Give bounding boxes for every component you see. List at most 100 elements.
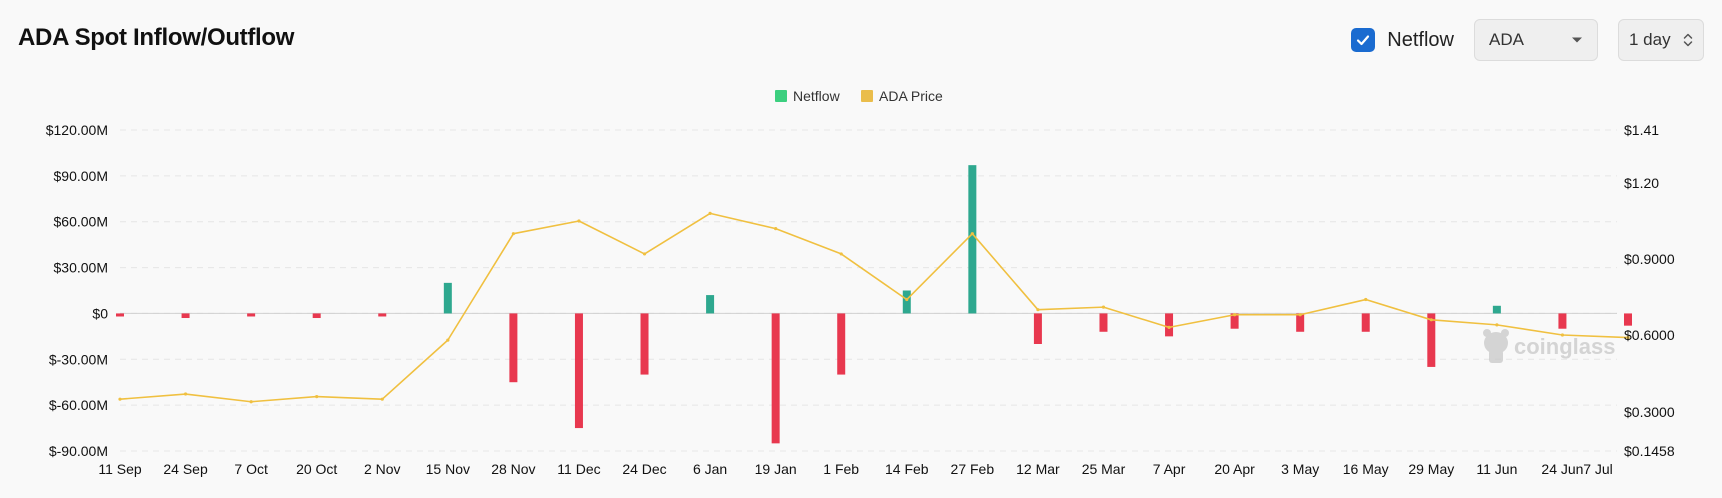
netflow-bar[interactable] — [378, 313, 387, 317]
left-axis-tick-label: $-30.00M — [49, 351, 108, 367]
x-axis-tick-label: 20 Oct — [296, 461, 337, 477]
netflow-toggle[interactable]: Netflow — [1351, 28, 1454, 52]
x-axis-tick-label: 15 Nov — [426, 461, 470, 477]
x-axis-tick-label: 24 Sep — [163, 461, 208, 477]
ada-price-point[interactable] — [511, 232, 515, 236]
netflow-bar[interactable] — [1296, 313, 1305, 332]
x-axis-tick-label: 14 Feb — [885, 461, 929, 477]
right-axis-tick-label: $0.3000 — [1624, 404, 1675, 420]
ada-price-point[interactable] — [249, 400, 253, 404]
netflow-bar[interactable] — [706, 295, 715, 314]
x-axis-tick-label: 27 Feb — [951, 461, 995, 477]
x-axis-tick-label: 19 Jan — [755, 461, 797, 477]
ada-price-point[interactable] — [577, 219, 581, 223]
chart-controls: Netflow ADA 1 day — [1351, 18, 1704, 62]
right-axis-tick-label: $1.41 — [1624, 122, 1659, 138]
left-axis-tick-label: $120.00M — [46, 122, 108, 138]
ada-price-point[interactable] — [1036, 308, 1040, 312]
ada-price-point[interactable] — [380, 397, 384, 401]
x-axis-tick-label: 12 Mar — [1016, 461, 1060, 477]
netflow-bar[interactable] — [312, 313, 321, 319]
ada-price-point[interactable] — [1233, 313, 1237, 317]
netflow-bar[interactable] — [443, 282, 452, 314]
ada-price-point[interactable] — [1364, 297, 1368, 302]
netflow-bar[interactable] — [116, 313, 124, 317]
netflow-bar[interactable] — [181, 313, 190, 319]
netflow-bar[interactable] — [1165, 313, 1174, 337]
x-axis-tick-label: 20 Apr — [1214, 461, 1255, 477]
netflow-bar[interactable] — [1427, 313, 1436, 367]
x-axis-tick-label: 11 Dec — [557, 461, 600, 477]
netflow-bar[interactable] — [1361, 313, 1370, 332]
ada-price-point[interactable] — [315, 395, 319, 399]
chart-legend: Netflow ADA Price — [775, 88, 943, 104]
ada-price-point[interactable] — [1560, 333, 1565, 337]
ada-price-point[interactable] — [183, 392, 188, 396]
left-axis-tick-label: $60.00M — [54, 214, 108, 230]
left-axis-tick-label: $-60.00M — [49, 397, 108, 413]
ada-price-point[interactable] — [1298, 313, 1302, 317]
legend-netflow-label[interactable]: Netflow — [793, 88, 841, 104]
netflow-bar[interactable] — [1099, 313, 1108, 332]
ada-price-point[interactable] — [1429, 318, 1433, 322]
ada-price-point[interactable] — [1495, 323, 1499, 327]
ada-price-point[interactable] — [970, 232, 974, 236]
ada-price-point[interactable] — [774, 227, 778, 231]
ada-price-point[interactable] — [1101, 305, 1106, 309]
ada-price-line[interactable] — [119, 212, 1629, 403]
right-y-axis: $1.41 $1.20 $0.9000 $0.6000 $0.3000 $0.1458 — [1624, 122, 1675, 459]
interval-select[interactable]: 1 day — [1618, 19, 1704, 61]
netflow-bar[interactable] — [968, 165, 977, 314]
ada-price-point[interactable] — [1626, 335, 1630, 340]
price-line-layer — [118, 211, 1630, 404]
left-y-axis: $120.00M $90.00M $60.00M $30.00M $0 $-30.00M $… — [46, 122, 108, 459]
netflow-bar[interactable] — [1492, 305, 1501, 314]
up-down-chevron-icon — [1683, 33, 1693, 47]
legend-price-label[interactable]: ADA Price — [879, 88, 943, 104]
netflow-bar[interactable] — [1230, 313, 1239, 329]
netflow-bar[interactable] — [640, 313, 649, 375]
netflow-bar[interactable] — [837, 313, 846, 375]
x-axis-tick-label: 6 Jan — [693, 461, 727, 477]
ada-price-point[interactable] — [642, 252, 647, 256]
netflow-bar[interactable] — [1033, 313, 1042, 344]
caret-down-icon — [1572, 37, 1582, 43]
ada-price-point[interactable] — [905, 297, 909, 302]
x-axis-tick-label: 7 Jul — [1583, 461, 1613, 477]
ada-price-point[interactable] — [708, 211, 712, 215]
ada-price-point[interactable] — [839, 252, 843, 256]
page-title: ADA Spot Inflow/Outflow — [18, 24, 295, 51]
netflow-checkbox[interactable] — [1351, 28, 1376, 52]
netflow-bar[interactable] — [247, 313, 256, 317]
netflow-bar[interactable] — [574, 313, 583, 429]
x-axis-tick-label: 29 May — [1408, 461, 1454, 477]
netflow-bar[interactable] — [1558, 313, 1567, 329]
ada-price-point[interactable] — [446, 338, 450, 342]
right-axis-tick-label: $0.1458 — [1624, 443, 1675, 459]
x-axis-tick-label: 3 May — [1281, 461, 1319, 477]
x-axis-tick-label: 24 Jun — [1541, 461, 1583, 477]
left-axis-tick-label: $0 — [92, 305, 108, 321]
netflow-bar[interactable] — [1624, 313, 1632, 326]
x-axis-tick-label: 11 Sep — [98, 461, 142, 477]
x-axis-tick-label: 28 Nov — [491, 461, 535, 477]
netflow-bar[interactable] — [902, 290, 911, 314]
x-axis-tick-label: 2 Nov — [364, 461, 401, 477]
interval-select-value: 1 day — [1629, 30, 1671, 49]
coinglass-logo-icon — [1483, 329, 1509, 363]
x-axis-tick-label: 1 Feb — [823, 461, 859, 477]
right-axis-tick-label: $1.20 — [1624, 175, 1659, 191]
netflow-label: Netflow — [1387, 28, 1454, 51]
right-axis-tick-label: $0.6000 — [1624, 327, 1675, 343]
left-axis-tick-label: $90.00M — [54, 168, 108, 184]
netflow-bar[interactable] — [509, 313, 518, 383]
netflow-bar[interactable] — [771, 313, 780, 444]
coin-select[interactable]: ADA — [1474, 19, 1598, 61]
ada-price-point[interactable] — [118, 397, 122, 401]
ada-price-point[interactable] — [1167, 325, 1171, 329]
coin-select-value: ADA — [1489, 30, 1524, 49]
x-axis: 11 Sep 24 Sep 7 Oct 20 Oct 2 Nov 15 Nov 28 Nov… — [98, 461, 1612, 477]
x-axis-tick-label: 7 Apr — [1153, 461, 1186, 477]
grid-lines — [120, 129, 1617, 452]
